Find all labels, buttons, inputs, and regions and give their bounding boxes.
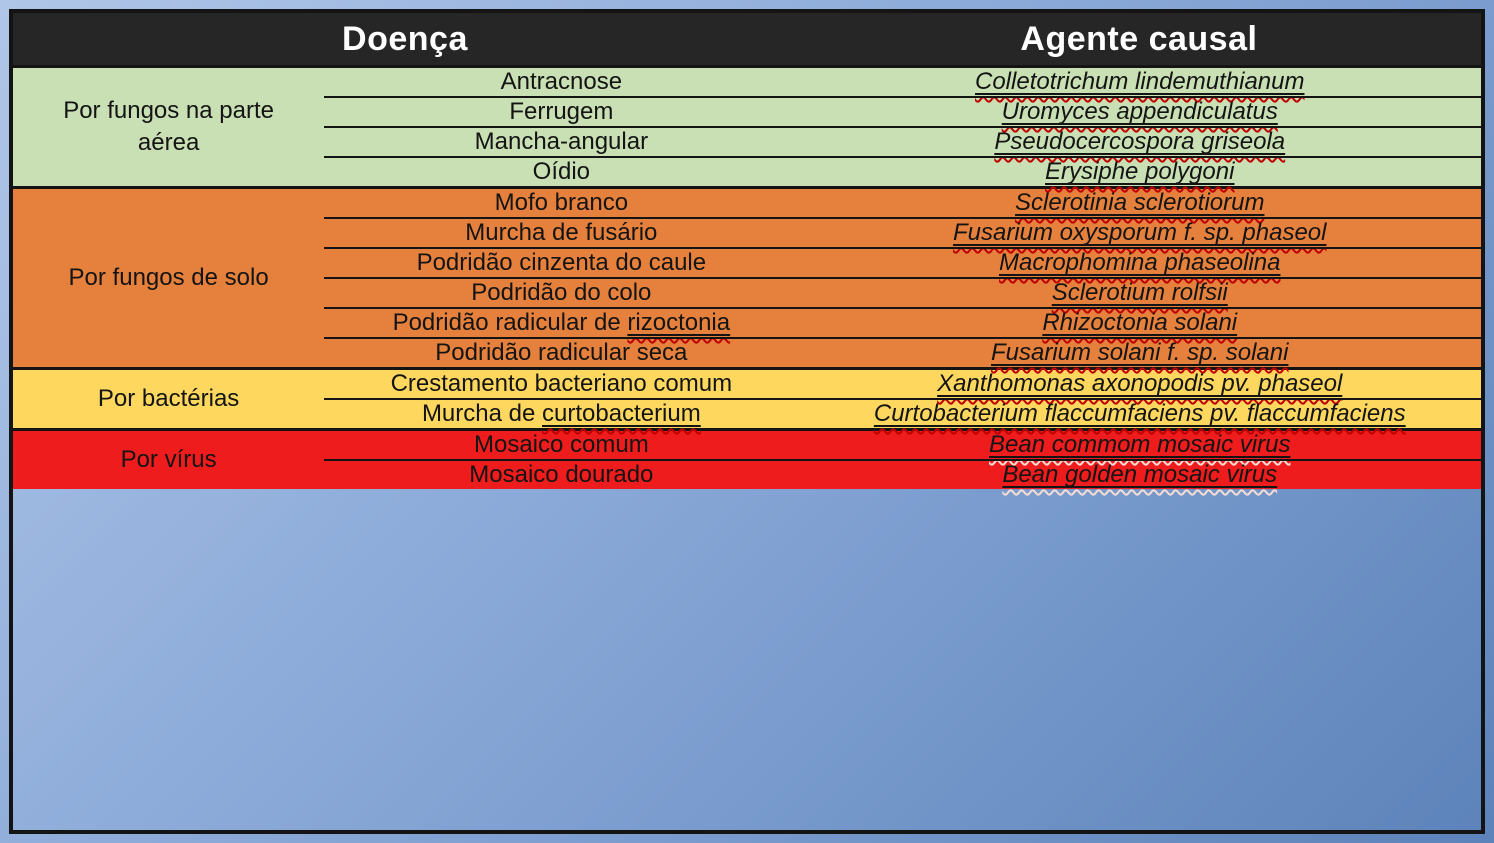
section-rows: Mosaico comum Bean commom mosaic virus Mos… [324,431,1481,489]
disease-cell: Antracnose [500,68,623,95]
table-row: Mosaico comum Bean commom mosaic virus [324,431,1481,459]
disease-cell: Crestamento bacteriano comum [390,370,733,397]
agent-cell: Colletotrichum lindemuthianum [975,68,1305,95]
disease-cell: Mofo branco [494,189,629,216]
agent-cell: Uromyces appendiculatus [1001,98,1278,125]
disease-table: Doença Agente causal Por fungos na parte… [9,9,1485,834]
table-row: Crestamento bacteriano comum Xanthomonas … [324,370,1481,398]
section: Por fungos na parte aérea Antracnose Colle… [13,65,1481,186]
disease-cell: Murcha de curtobacterium [421,400,701,427]
section-rows: Mofo branco Sclerotinia sclerotiorum Murch… [324,189,1481,367]
agent-cell: Rhizoctonia solani [1042,309,1238,336]
agent-cell: Macrophomina phaseolina [998,249,1281,276]
agent-cell: Fusarium solani f. sp. solani [991,339,1289,366]
table-row: Mofo branco Sclerotinia sclerotiorum [324,189,1481,217]
misspelled-word: rizoctonia [627,309,731,336]
table-body: Por fungos na parte aérea Antracnose Colle… [13,65,1481,489]
table-row: Antracnose Colletotrichum lindemuthianum [324,68,1481,96]
misspelled-word: curtobacterium [542,400,701,427]
disease-cell: Podridão radicular seca [435,339,688,366]
table-row: Podridão radicular seca Fusarium solani f… [324,337,1481,367]
agent-cell: Xanthomonas axonopodis pv. phaseol [937,370,1343,397]
agent-cell: Fusarium oxysporum f. sp. phaseol [952,219,1327,246]
agent-cell: Sclerotium rolfsii [1051,279,1228,306]
disease-cell: Mosaico comum [473,431,649,458]
agent-cell: Pseudocercospora griseola [994,128,1286,155]
disease-cell: Mosaico dourado [469,461,654,488]
table-row: Mancha-angular Pseudocercospora griseola [324,126,1481,156]
disease-cell: Mancha-angular [474,128,649,155]
table-row: Ferrugem Uromyces appendiculatus [324,96,1481,126]
disease-cell: Podridão radicular de rizoctonia [392,309,731,336]
category-cell: Por vírus [120,445,217,473]
disease-cell: Oídio [532,158,591,185]
agent-cell: Bean commom mosaic virus [989,431,1291,458]
section: Por bactérias Crestamento bacteriano comu… [13,367,1481,428]
disease-cell: Podridão do colo [471,279,652,306]
table-row: Oídio Erysiphe polygoni [324,156,1481,186]
table-row: Podridão radicular de rizoctonia Rhizocto… [324,307,1481,337]
table-header-row: Doença Agente causal [13,13,1481,65]
category-cell: Por fungos de solo [68,263,269,291]
table-row: Podridão do colo Sclerotium rolfsii [324,277,1481,307]
disease-cell: Murcha de fusário [465,219,658,246]
table-row: Murcha de curtobacterium Curtobacterium f… [324,398,1481,428]
agent-cell: Bean golden mosaic virus [1002,461,1278,488]
column-header-agente-causal: Agente causal [1020,19,1258,58]
table-row: Murcha de fusário Fusarium oxysporum f. s… [324,217,1481,247]
section: Por vírus Mosaico comum Bean commom mosaic… [13,428,1481,489]
category-cell: Por bactérias [97,384,240,412]
category-cell: Por fungos na parte aérea [63,96,274,156]
section-rows: Antracnose Colletotrichum lindemuthianum F… [324,68,1481,186]
agent-cell: Curtobacterium flaccumfaciens pv. flaccu… [873,400,1406,427]
table-row: Podridão cinzenta do caule Macrophomina p… [324,247,1481,277]
disease-cell: Ferrugem [509,98,614,125]
disease-cell: Podridão cinzenta do caule [416,249,707,276]
section: Por fungos de solo Mofo branco Sclerotinia… [13,186,1481,367]
agent-cell: Sclerotinia sclerotiorum [1015,189,1265,216]
column-header-doenca: Doença [342,19,468,58]
table-row: Mosaico dourado Bean golden mosaic virus [324,459,1481,489]
agent-cell: Erysiphe polygoni [1045,158,1235,185]
section-rows: Crestamento bacteriano comum Xanthomonas … [324,370,1481,428]
